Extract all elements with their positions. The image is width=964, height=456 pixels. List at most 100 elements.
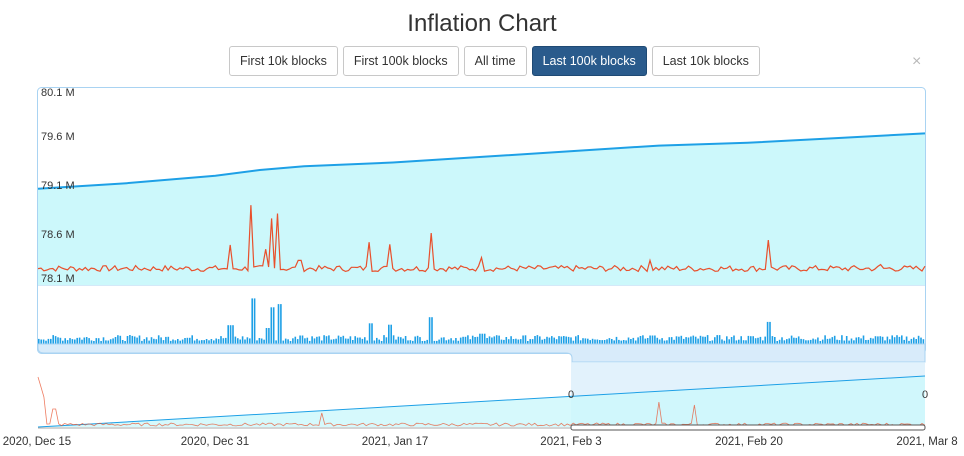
- bar: [901, 335, 903, 344]
- bar: [685, 337, 687, 344]
- bar: [443, 337, 445, 344]
- bar: [301, 335, 304, 344]
- bar: [726, 336, 728, 344]
- bar: [138, 335, 141, 344]
- bar: [764, 336, 766, 344]
- bar: [289, 341, 292, 344]
- bar: [205, 339, 208, 344]
- bar: [436, 340, 438, 344]
- bar: [455, 338, 457, 344]
- bar: [865, 340, 867, 344]
- bar: [524, 335, 527, 344]
- bar: [249, 338, 251, 344]
- bar: [344, 338, 347, 344]
- bar: [601, 340, 603, 344]
- navigator-handle-left[interactable]: 0: [568, 389, 574, 401]
- first-10k-blocks-button[interactable]: First 10k blocks: [229, 46, 338, 76]
- bar: [507, 339, 510, 344]
- bar: [622, 340, 625, 344]
- bar: [752, 336, 754, 344]
- bar: [105, 340, 107, 344]
- bar: [759, 336, 762, 344]
- bar: [371, 323, 373, 344]
- bar: [265, 328, 268, 344]
- last-10k-blocks-button[interactable]: Last 10k blocks: [651, 46, 760, 76]
- bar: [829, 338, 831, 344]
- bar: [428, 317, 431, 344]
- bar: [903, 339, 905, 344]
- close-icon[interactable]: ×: [912, 53, 922, 70]
- bar: [160, 337, 162, 344]
- bar: [335, 338, 337, 344]
- bar: [294, 336, 297, 344]
- bar: [915, 339, 917, 344]
- bar: [95, 338, 98, 344]
- bar: [155, 339, 158, 344]
- bar: [833, 335, 836, 344]
- bar: [853, 340, 855, 344]
- bar: [54, 336, 57, 344]
- navigator[interactable]: 0 0: [37, 362, 928, 431]
- all-time-button[interactable]: All time: [463, 46, 527, 76]
- range-scrollbar[interactable]: [37, 343, 926, 363]
- bar: [38, 338, 40, 344]
- bar: [879, 336, 882, 344]
- bar: [177, 339, 179, 344]
- bar: [606, 339, 608, 344]
- bar: [898, 336, 901, 344]
- bar: [90, 340, 93, 344]
- bar: [57, 337, 59, 344]
- bar: [680, 335, 683, 344]
- bar: [704, 336, 706, 344]
- bar: [627, 337, 630, 344]
- bar: [575, 336, 577, 344]
- bar: [711, 340, 714, 344]
- bar: [661, 338, 663, 344]
- bar: [416, 335, 419, 344]
- navigator-scrollbar[interactable]: [570, 424, 926, 431]
- bar: [272, 307, 275, 344]
- bar: [145, 337, 148, 344]
- bar: [625, 340, 627, 344]
- last-100k-blocks-button[interactable]: Last 100k blocks: [531, 46, 647, 76]
- bar: [570, 337, 572, 344]
- bar: [129, 335, 131, 344]
- bar: [366, 340, 368, 344]
- bar: [757, 337, 759, 344]
- bar: [738, 339, 740, 344]
- bar: [812, 338, 814, 344]
- bar: [786, 339, 788, 344]
- bar: [750, 336, 752, 344]
- bar: [76, 337, 78, 344]
- bar: [174, 340, 177, 344]
- bar: [510, 336, 512, 344]
- bar: [512, 339, 515, 344]
- bar: [431, 317, 433, 344]
- bar: [790, 335, 793, 344]
- bar: [884, 340, 886, 344]
- bar: [543, 338, 546, 344]
- first-100k-blocks-button[interactable]: First 100k blocks: [342, 46, 459, 76]
- bar: [728, 339, 730, 344]
- bar: [395, 339, 397, 344]
- bar: [716, 335, 718, 344]
- bar: [306, 337, 309, 344]
- bar: [694, 336, 697, 344]
- bar: [476, 336, 479, 344]
- bar: [486, 338, 488, 344]
- y-tick-label: 78.6 M: [41, 229, 75, 241]
- bar: [519, 339, 522, 344]
- bar: [210, 339, 213, 344]
- bar: [450, 338, 452, 344]
- bar: [896, 335, 898, 344]
- bar: [402, 338, 404, 344]
- bar: [877, 336, 879, 344]
- navigator-handle-right[interactable]: 0: [922, 389, 928, 401]
- bar: [237, 338, 239, 344]
- bar: [642, 335, 644, 344]
- bar: [776, 341, 778, 344]
- bar: [287, 339, 289, 344]
- bar: [730, 337, 733, 344]
- bar: [611, 339, 613, 344]
- bar: [59, 337, 62, 344]
